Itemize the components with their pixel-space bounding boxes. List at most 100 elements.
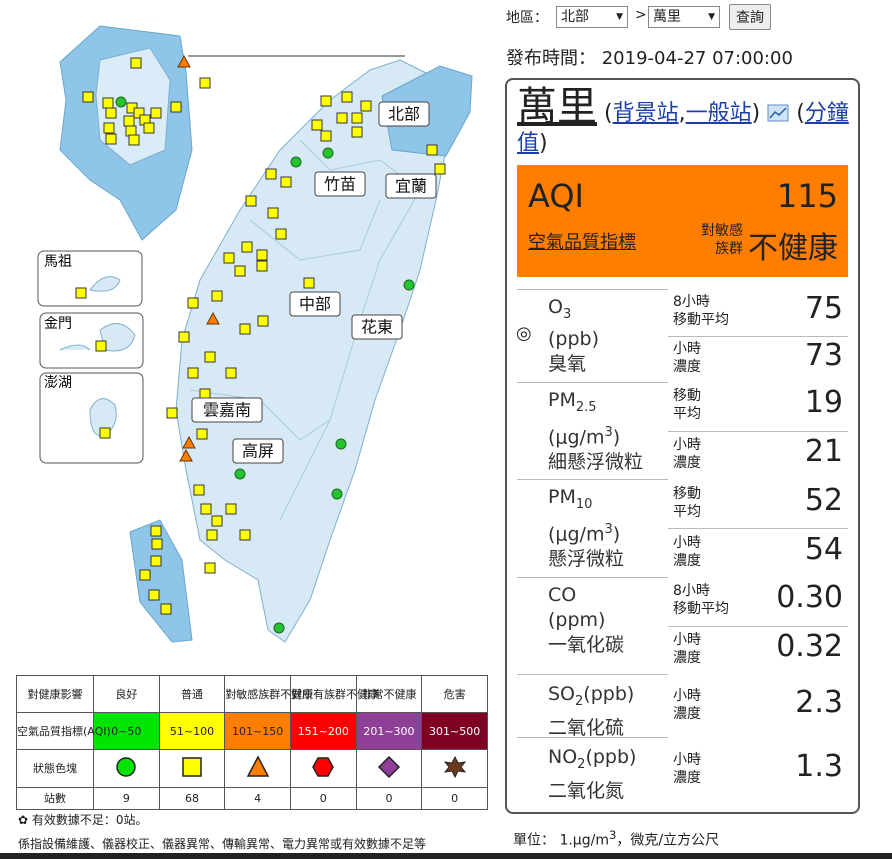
- link-general[interactable]: 一般站: [685, 101, 752, 126]
- station-square: [257, 315, 269, 327]
- station-square: [303, 277, 315, 289]
- station-triangle: [182, 435, 196, 449]
- period-line: 小時: [673, 752, 701, 768]
- icon-square: [182, 757, 202, 777]
- matsu-box: [37, 250, 143, 307]
- station-square: [245, 195, 257, 207]
- station-square: [360, 100, 372, 112]
- station-square: [225, 503, 237, 515]
- pollutant-symbol: PM: [548, 486, 576, 508]
- period-line: 8小時: [673, 583, 710, 600]
- link-background[interactable]: 背景站: [612, 101, 679, 126]
- pollutant-sub: 2: [575, 693, 584, 709]
- region-box: [378, 101, 430, 127]
- aqi-box: AQI 115 空氣品質指標 對敏感族群 不健康: [517, 165, 848, 277]
- legend-count: 0: [421, 787, 488, 810]
- pollutant-unit: (ppm): [548, 609, 606, 631]
- station-square: [211, 515, 223, 527]
- station-square: [234, 265, 246, 277]
- legend-header: 對敏感族群不健康: [224, 675, 313, 713]
- legend-icon: [443, 755, 466, 779]
- station-square: [204, 351, 216, 363]
- pollutant-formula: CO: [548, 583, 624, 608]
- station-value: 萬里: [653, 9, 681, 25]
- station-select[interactable]: 萬里 ▼: [648, 6, 720, 28]
- station-square: [139, 569, 151, 581]
- reading-value: 52: [804, 482, 843, 518]
- reading-value: 19: [804, 385, 843, 421]
- query-button[interactable]: 查詢: [729, 4, 771, 30]
- station-square: [311, 119, 323, 131]
- block-divider: [517, 674, 668, 675]
- aqi-name[interactable]: 空氣品質指標: [528, 232, 636, 253]
- note-insufficient: ✿ 有效數據不足：0站。: [18, 811, 148, 828]
- units-label: 單位：: [513, 832, 555, 849]
- station-square: [351, 112, 363, 124]
- icon-star: [443, 755, 466, 779]
- block-divider: [517, 577, 668, 578]
- region-label: 竹苗: [324, 175, 356, 194]
- island-label: 金門: [44, 316, 72, 332]
- station-square: [102, 97, 114, 109]
- pollutant-symbol: PM: [548, 389, 576, 411]
- station-panel: [505, 78, 860, 814]
- period-line: 平均: [673, 503, 701, 520]
- reading-value: 75: [804, 291, 843, 327]
- legend-range: 51~100: [158, 712, 226, 750]
- aqi-label: AQI: [528, 177, 584, 215]
- region-label: 高屏: [242, 442, 274, 461]
- station-square: [151, 538, 163, 550]
- station-square: [193, 484, 205, 496]
- region-select[interactable]: 北部 ▼: [556, 6, 628, 28]
- region-box: [385, 173, 437, 199]
- region-box: [232, 438, 284, 464]
- station-square: [200, 503, 212, 515]
- reading-period: 小時 濃度: [673, 687, 701, 723]
- station-square: [265, 168, 277, 180]
- station-square: [130, 57, 142, 69]
- reading-period: 8小時 移動平均: [673, 293, 729, 329]
- units-pre: 1.μg/m: [559, 832, 609, 849]
- units-sup: 3: [608, 828, 617, 842]
- region-border: [279, 139, 421, 521]
- station-circle: [234, 468, 246, 480]
- region-label: 宜蘭: [395, 177, 427, 196]
- legend-icon-cell: [224, 749, 291, 788]
- pollutant-symbol: SO: [548, 683, 576, 705]
- station-square: [204, 562, 216, 574]
- paren: ): [751, 101, 761, 126]
- period-line: 移動平均: [673, 312, 729, 329]
- pollutant-unit-line: (ppb): [548, 327, 599, 352]
- station-square: [160, 603, 172, 615]
- station-triangle: [177, 54, 191, 68]
- period-line: 移動平均: [673, 601, 729, 618]
- station-square: [320, 130, 332, 142]
- selector[interactable]: ◎: [516, 323, 532, 344]
- period-line: 濃度: [673, 649, 701, 666]
- pollutant-formula: SO2(ppb): [548, 681, 634, 715]
- station-square: [256, 249, 268, 261]
- legend-header: 非常不健康: [355, 675, 423, 713]
- paren: (: [604, 101, 613, 126]
- legend-range-row: 空氣品質指標(AQI) 0~50 51~100 101~150 151~200 201~3…: [16, 712, 488, 750]
- station-square: [150, 525, 162, 537]
- publish: 發布時間： 2019-04-27 07:00:00: [506, 44, 793, 70]
- reading-value: 1.3: [795, 749, 843, 784]
- dropdown-arrow: ▼: [708, 12, 715, 22]
- station-square: [341, 91, 353, 103]
- legend-range: 201~300: [355, 712, 423, 750]
- link-minute[interactable]: 分鐘值: [517, 101, 849, 156]
- period-line: 小時: [673, 687, 701, 704]
- pollutant-unit: (μg/m: [548, 426, 605, 449]
- station-circle: [403, 279, 415, 291]
- station-square: [241, 241, 253, 253]
- block-divider: [517, 289, 668, 290]
- legend-icon: [312, 757, 335, 777]
- chart-icon[interactable]: [767, 104, 789, 122]
- station-square: [275, 228, 287, 240]
- period-line: 小時: [673, 534, 701, 551]
- region-box: [351, 314, 403, 340]
- legend-header-row: 對健康影響 良好 普通 對敏感族群不健康 對所有族群不健康 非常不健康 危害: [16, 675, 488, 713]
- note-text: 有效數據不足：0站。: [31, 813, 148, 827]
- pollutant-unit: (ppb): [548, 327, 600, 350]
